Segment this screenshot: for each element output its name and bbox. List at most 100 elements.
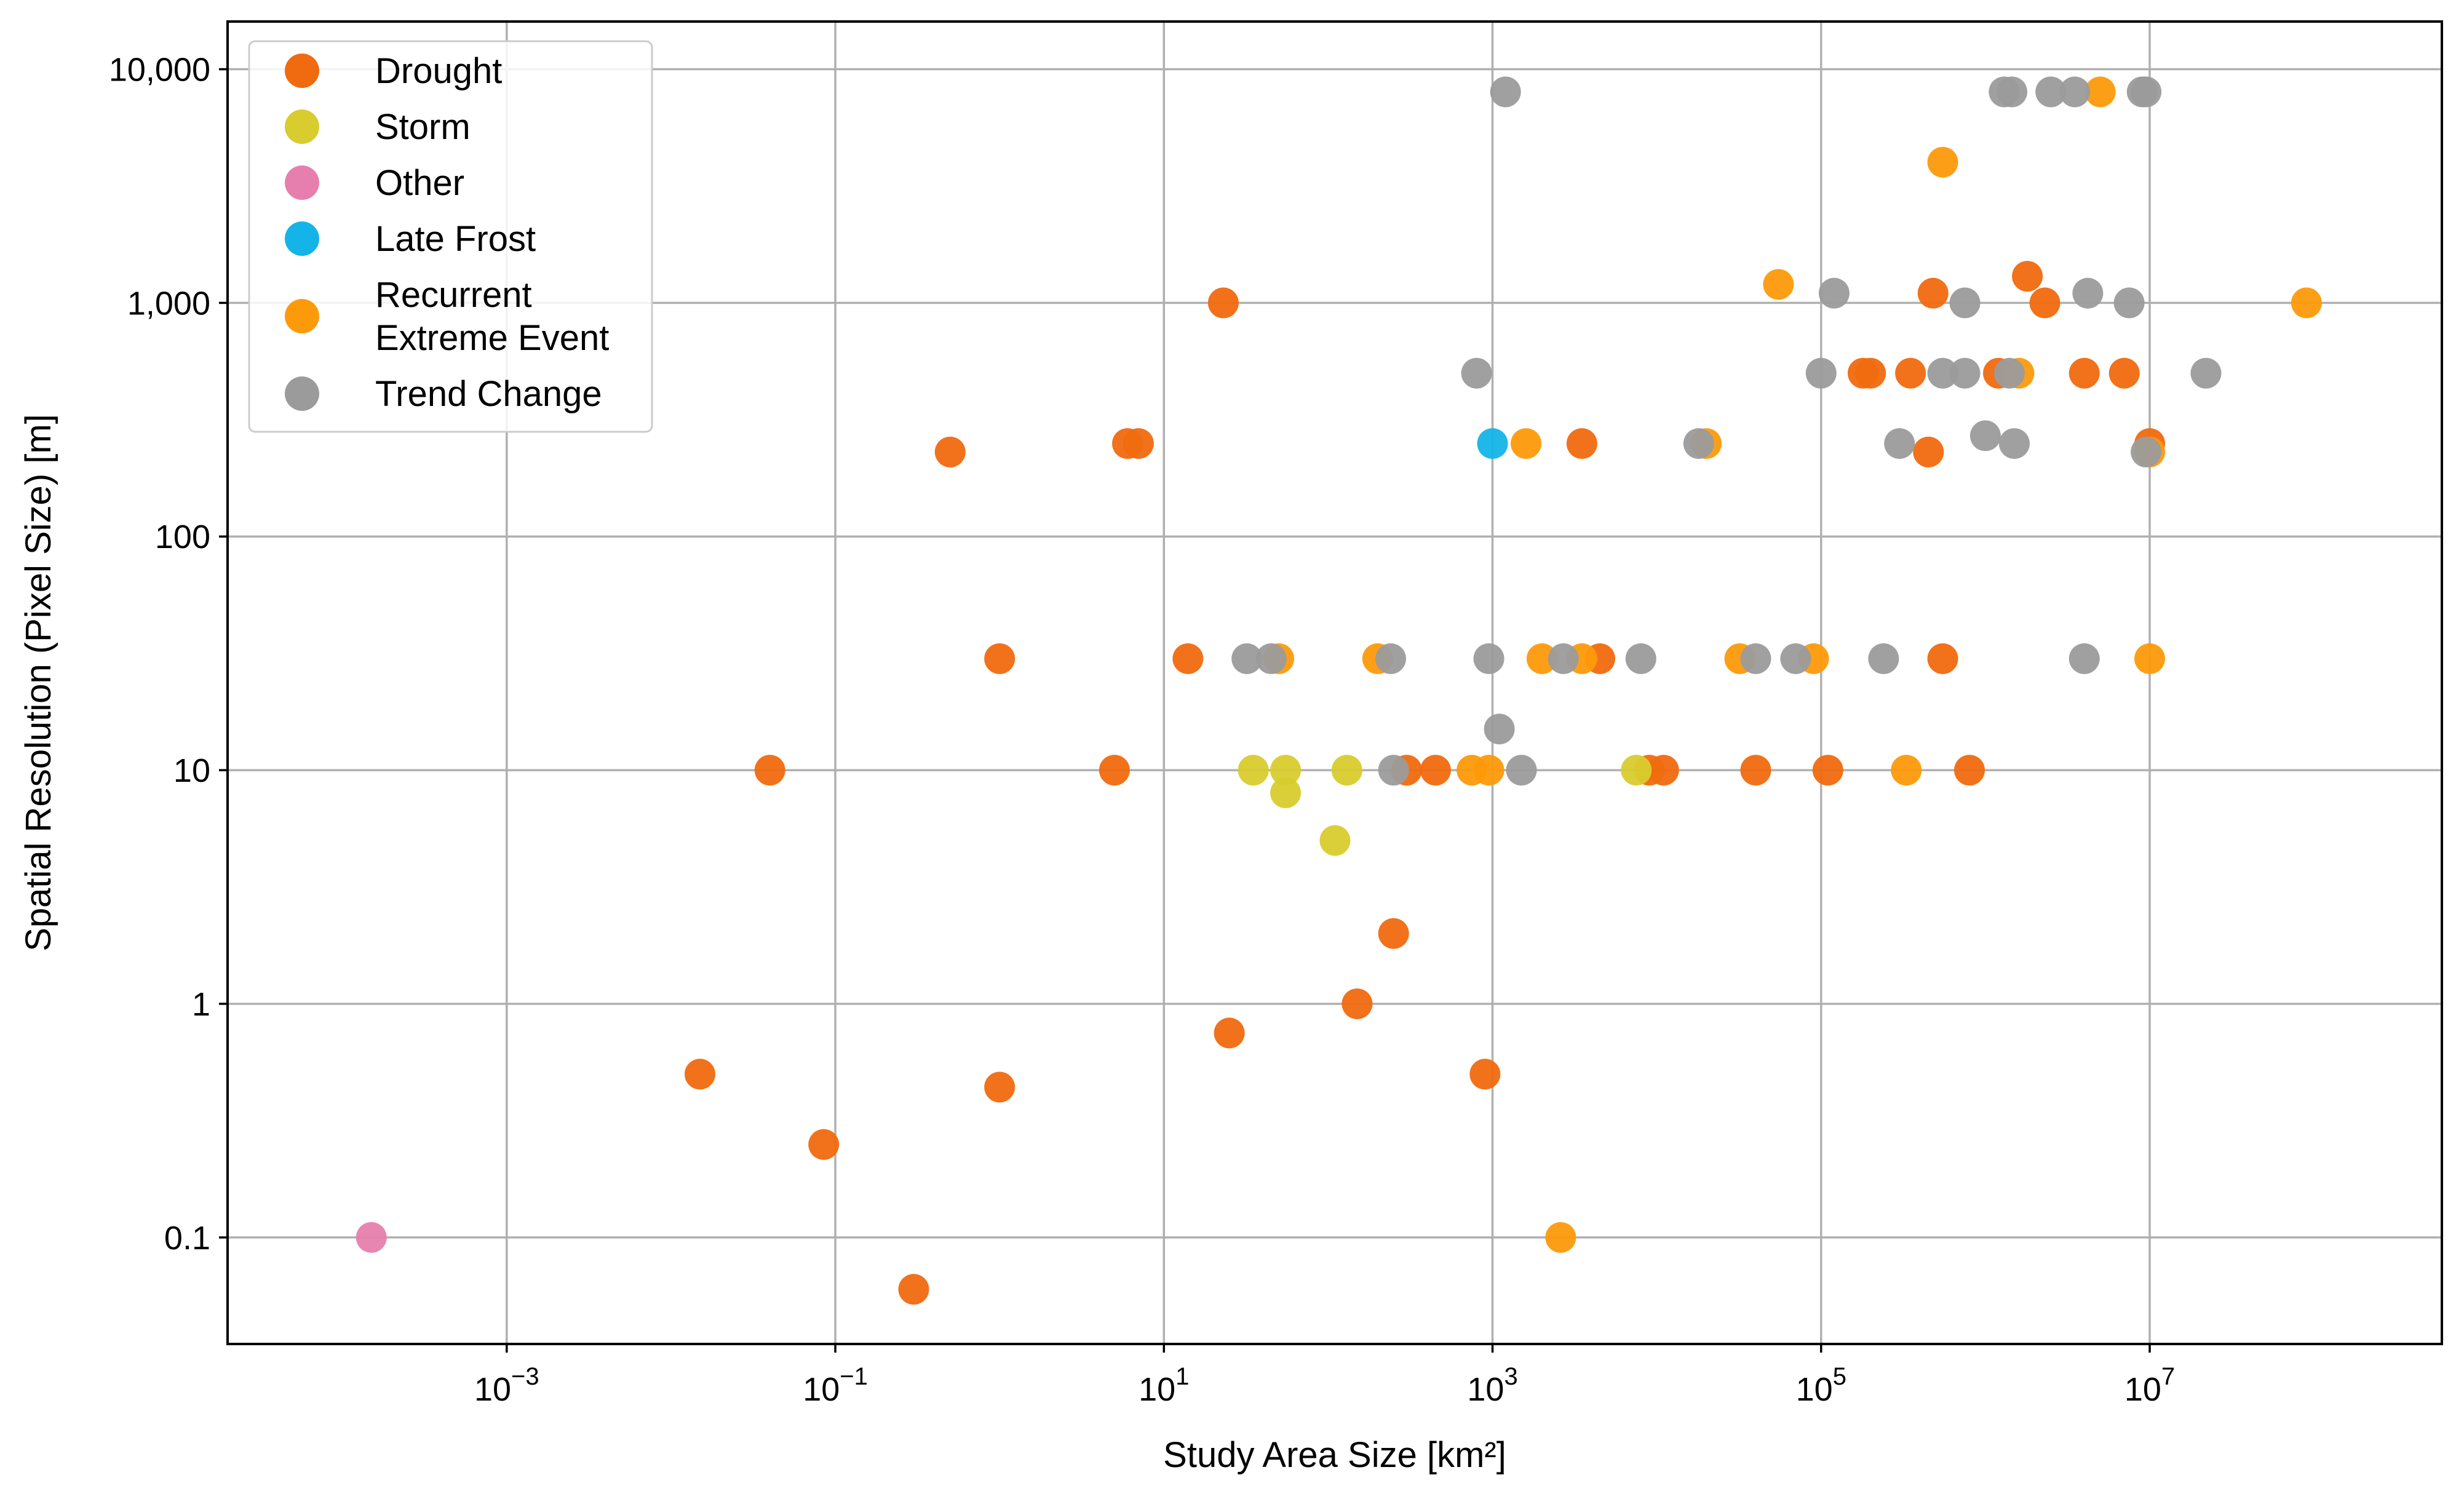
axis-ticks: 10−3 10−1 101 103 105 107 0.1 1 10 100 1,000 10,000 [109, 52, 2175, 1408]
data-point-recurrent-extreme-event [2134, 643, 2166, 674]
data-point-drought [2012, 261, 2043, 292]
legend-label-other: Other [375, 163, 464, 203]
legend-label-drought: Drought [375, 51, 502, 91]
y-tick-label: 1,000 [127, 285, 210, 322]
series-trend-change [1231, 76, 2222, 786]
data-point-drought [1895, 357, 1926, 389]
data-point-recurrent-extreme-event [1763, 269, 1794, 300]
data-point-drought [2108, 357, 2140, 389]
y-tick-label: 10 [173, 752, 210, 789]
data-point-trend-change [2131, 76, 2162, 108]
data-point-trend-change [1473, 643, 1504, 674]
legend-marker-trend-change [285, 376, 319, 411]
data-point-trend-change [1378, 755, 1409, 786]
data-point-drought [1927, 643, 1958, 674]
legend-marker-other [285, 165, 319, 200]
x-tick-label: 10−1 [803, 1363, 868, 1408]
data-point-drought [1566, 428, 1597, 459]
data-point-drought [1954, 755, 1985, 786]
data-point-drought [1913, 436, 1944, 467]
legend-label-recurrent-extreme-event: Recurrent Extreme Event [375, 275, 609, 358]
data-point-storm [1270, 755, 1302, 786]
series-drought [684, 261, 2166, 1305]
data-point-drought [1172, 643, 1204, 674]
data-point-trend-change [1506, 755, 1537, 786]
series-storm [1238, 755, 1652, 856]
legend-label-trend-change: Trend Change [375, 374, 602, 414]
data-point-trend-change [1997, 76, 2028, 108]
data-point-drought [1214, 1017, 1245, 1049]
data-point-drought [1917, 277, 1949, 309]
data-point-drought [808, 1129, 840, 1160]
data-point-trend-change [1548, 643, 1579, 674]
legend-marker-drought [285, 54, 319, 88]
y-tick-label: 0.1 [164, 1220, 210, 1257]
data-point-recurrent-extreme-event [1891, 755, 1922, 786]
data-point-drought [1855, 357, 1886, 389]
data-point-trend-change [1375, 643, 1406, 674]
data-point-trend-change [1927, 357, 1958, 389]
data-point-trend-change [1805, 357, 1837, 389]
data-point-drought [1469, 1059, 1501, 1090]
legend-marker-late-frost [285, 221, 319, 256]
data-point-trend-change [1231, 643, 1263, 674]
data-points [356, 76, 2322, 1305]
data-point-trend-change [1683, 428, 1714, 459]
data-point-trend-change [2035, 76, 2067, 108]
data-point-trend-change [2190, 357, 2222, 389]
data-point-trend-change [1993, 357, 2025, 389]
data-point-trend-change [2069, 643, 2100, 674]
data-point-recurrent-extreme-event [1526, 643, 1557, 674]
data-point-drought [754, 755, 785, 786]
data-point-trend-change [1884, 428, 1915, 459]
data-point-trend-change [1818, 277, 1850, 309]
data-point-drought [2029, 287, 2061, 319]
data-point-recurrent-extreme-event [1473, 755, 1504, 786]
data-point-other [356, 1222, 387, 1253]
data-point-drought [898, 1274, 929, 1305]
data-point-trend-change [2131, 436, 2162, 467]
data-point-trend-change [1949, 357, 1981, 389]
data-point-drought [1420, 755, 1451, 786]
data-point-late-frost [1477, 428, 1508, 459]
data-point-trend-change [1490, 76, 1521, 108]
legend: Drought Storm Other Late Frost Recurrent Extr… [248, 40, 653, 433]
y-tick-label: 10,000 [109, 52, 210, 89]
data-point-trend-change [1461, 357, 1492, 389]
data-point-trend-change [1998, 428, 2030, 459]
data-point-drought [1341, 988, 1373, 1019]
legend-marker-recurrent-extreme-event [285, 299, 319, 333]
data-point-drought [934, 436, 966, 467]
y-tick-label: 1 [192, 986, 210, 1023]
x-tick-label: 107 [2124, 1363, 2175, 1408]
data-point-recurrent-extreme-event [2291, 287, 2322, 319]
x-axis-label: Study Area Size [km²] [1163, 1435, 1506, 1475]
data-point-storm [1621, 755, 1652, 786]
data-point-recurrent-extreme-event [1927, 146, 1958, 178]
legend-label-storm: Storm [375, 107, 471, 147]
data-point-drought [984, 643, 1015, 674]
plot-frame [226, 20, 2443, 1345]
data-point-storm [1270, 777, 1302, 808]
series-late-frost [1477, 428, 1508, 459]
legend-label-late-frost: Late Frost [375, 219, 536, 259]
data-point-trend-change [1255, 643, 1287, 674]
data-point-trend-change [1868, 643, 1899, 674]
data-point-trend-change [1949, 287, 1981, 319]
data-point-storm [1319, 825, 1351, 856]
data-point-drought [1740, 755, 1771, 786]
x-tick-label: 105 [1796, 1363, 1846, 1408]
y-axis-label: Spatial Resolution (Pixel Size) [m] [18, 414, 58, 952]
data-point-trend-change [1625, 643, 1656, 674]
data-point-trend-change [1969, 420, 2001, 451]
x-tick-label: 101 [1139, 1363, 1189, 1408]
legend-frame [248, 40, 653, 433]
data-point-drought [1378, 918, 1409, 949]
legend-marker-storm [285, 109, 319, 144]
y-tick-label: 100 [155, 519, 210, 555]
data-point-drought [1812, 755, 1843, 786]
data-point-drought [1099, 755, 1130, 786]
data-point-drought [684, 1059, 715, 1090]
data-point-trend-change [2059, 76, 2091, 108]
